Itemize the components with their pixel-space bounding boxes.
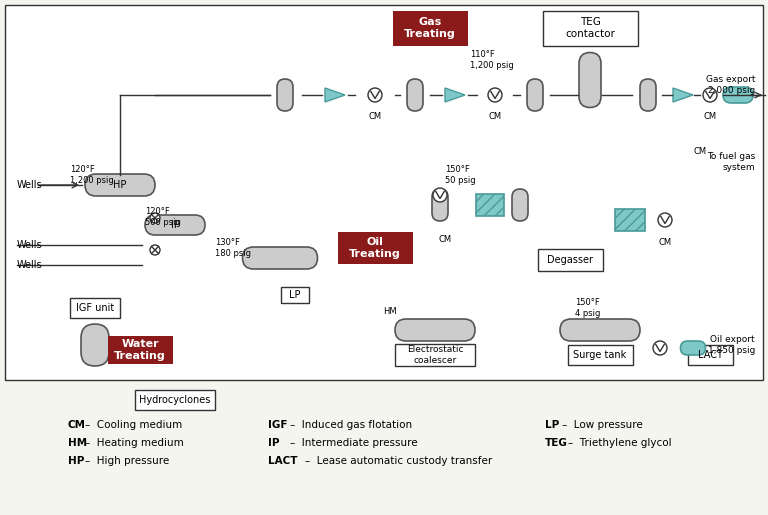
Text: –  Induced gas flotation: – Induced gas flotation: [290, 420, 412, 430]
FancyBboxPatch shape: [560, 319, 640, 341]
Text: Wells: Wells: [17, 260, 43, 270]
FancyBboxPatch shape: [640, 79, 656, 111]
Bar: [395, 344, 475, 366]
Text: –  Triethylene glycol: – Triethylene glycol: [568, 438, 672, 448]
Polygon shape: [673, 88, 693, 102]
Text: IGF: IGF: [268, 420, 287, 430]
FancyBboxPatch shape: [723, 87, 753, 103]
Polygon shape: [445, 88, 465, 102]
Text: 110°F
1,200 psig: 110°F 1,200 psig: [470, 50, 514, 70]
Text: CM: CM: [439, 235, 452, 245]
Bar: [70, 298, 120, 318]
Text: –  High pressure: – High pressure: [85, 456, 169, 466]
Text: Wells: Wells: [17, 180, 43, 190]
Text: LP: LP: [290, 290, 301, 300]
Bar: [568, 345, 633, 365]
FancyBboxPatch shape: [432, 189, 448, 221]
FancyBboxPatch shape: [277, 79, 293, 111]
Circle shape: [488, 88, 502, 102]
FancyBboxPatch shape: [527, 79, 543, 111]
Text: CM: CM: [658, 238, 671, 247]
Circle shape: [150, 245, 160, 255]
Text: Gas export
2,000 psig: Gas export 2,000 psig: [706, 75, 755, 95]
FancyBboxPatch shape: [81, 324, 109, 366]
Polygon shape: [325, 88, 345, 102]
Bar: [135, 390, 215, 410]
Text: Gas
Treating: Gas Treating: [404, 17, 456, 39]
Bar: [687, 345, 733, 365]
Bar: [542, 10, 637, 45]
Bar: [281, 287, 309, 303]
Text: CM: CM: [369, 112, 382, 121]
Text: Electrostatic
coalescer: Electrostatic coalescer: [407, 345, 463, 365]
Text: Oil export
1,850 psig: Oil export 1,850 psig: [707, 335, 755, 355]
Text: HM: HM: [383, 307, 397, 317]
Text: –  Low pressure: – Low pressure: [562, 420, 643, 430]
Text: LP: LP: [545, 420, 559, 430]
Text: Water
Treating: Water Treating: [114, 339, 166, 361]
Circle shape: [653, 341, 667, 355]
FancyBboxPatch shape: [579, 53, 601, 108]
Bar: [392, 10, 468, 45]
Bar: [538, 249, 603, 271]
Circle shape: [433, 188, 447, 202]
FancyBboxPatch shape: [395, 319, 475, 341]
Bar: [476, 194, 504, 216]
Text: –  Cooling medium: – Cooling medium: [85, 420, 182, 430]
Text: HP: HP: [68, 456, 84, 466]
Text: TEG: TEG: [545, 438, 568, 448]
Text: Oil
Treating: Oil Treating: [349, 237, 401, 259]
FancyBboxPatch shape: [145, 215, 205, 235]
Text: 120°F
1,200 psig: 120°F 1,200 psig: [70, 165, 114, 185]
Bar: [337, 232, 412, 264]
Text: –  Intermediate pressure: – Intermediate pressure: [290, 438, 418, 448]
Text: IP: IP: [170, 220, 180, 230]
FancyBboxPatch shape: [243, 247, 317, 269]
Text: To fuel gas
system: To fuel gas system: [707, 152, 755, 171]
Bar: [108, 336, 173, 364]
Text: HP: HP: [114, 180, 127, 190]
Circle shape: [658, 213, 672, 227]
Text: CM: CM: [693, 147, 706, 157]
FancyBboxPatch shape: [512, 189, 528, 221]
Text: LACT: LACT: [268, 456, 297, 466]
Text: –  Lease automatic custody transfer: – Lease automatic custody transfer: [305, 456, 492, 466]
Text: LACT: LACT: [697, 350, 723, 360]
Text: –  Heating medium: – Heating medium: [85, 438, 184, 448]
Text: HM: HM: [68, 438, 87, 448]
Text: Wells: Wells: [17, 240, 43, 250]
Text: CM: CM: [488, 112, 502, 121]
Text: 150°F
4 psig: 150°F 4 psig: [575, 298, 601, 318]
Text: 130°F
180 psig: 130°F 180 psig: [215, 238, 251, 258]
FancyBboxPatch shape: [85, 174, 155, 196]
Text: CM: CM: [703, 112, 717, 121]
Circle shape: [703, 88, 717, 102]
Text: 120°F
500 psig: 120°F 500 psig: [145, 208, 181, 227]
Text: TEG
contactor: TEG contactor: [565, 17, 615, 39]
FancyBboxPatch shape: [680, 341, 706, 355]
Text: CM: CM: [68, 420, 86, 430]
Text: Hydrocyclones: Hydrocyclones: [139, 395, 210, 405]
Text: Degasser: Degasser: [547, 255, 593, 265]
Circle shape: [150, 213, 160, 223]
Text: IP: IP: [268, 438, 280, 448]
Circle shape: [368, 88, 382, 102]
Text: Surge tank: Surge tank: [574, 350, 627, 360]
Text: IGF unit: IGF unit: [76, 303, 114, 313]
Text: 150°F
50 psig: 150°F 50 psig: [445, 165, 475, 185]
FancyBboxPatch shape: [407, 79, 423, 111]
Bar: [5, 5, 763, 380]
Bar: [615, 209, 645, 231]
